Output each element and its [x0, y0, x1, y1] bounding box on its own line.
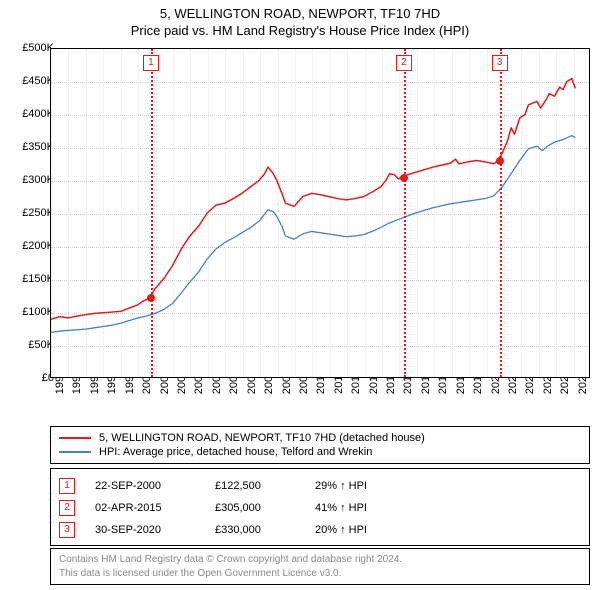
sale-price: £122,500 — [215, 480, 295, 492]
legend-item: 5, WELLINGTON ROAD, NEWPORT, TF10 7HD (d… — [59, 431, 581, 445]
sale-date: 22-SEP-2000 — [95, 480, 195, 492]
legend-item: HPI: Average price, detached house, Telf… — [59, 445, 581, 459]
sale-date: 02-APR-2015 — [95, 502, 195, 514]
sale-marker-icon: 1 — [59, 478, 75, 494]
table-row: 1 22-SEP-2000 £122,500 29% ↑ HPI — [59, 475, 581, 497]
chart-title-line1: 5, WELLINGTON ROAD, NEWPORT, TF10 7HD — [0, 0, 600, 21]
sale-price: £330,000 — [215, 524, 295, 536]
sales-table: 1 22-SEP-2000 £122,500 29% ↑ HPI 2 02-AP… — [50, 468, 590, 546]
legend-swatch — [59, 437, 91, 439]
sale-marker-box: 2 — [396, 55, 412, 71]
line-series-svg — [51, 49, 589, 377]
table-row: 2 02-APR-2015 £305,000 41% ↑ HPI — [59, 497, 581, 519]
footer-line2: This data is licensed under the Open Gov… — [59, 567, 581, 581]
legend-swatch — [59, 451, 91, 453]
sale-date: 30-SEP-2020 — [95, 524, 195, 536]
sale-pct-vs-hpi: 41% ↑ HPI — [315, 502, 367, 514]
sale-marker-icon: 3 — [59, 522, 75, 538]
sale-price: £305,000 — [215, 502, 295, 514]
chart-legend: 5, WELLINGTON ROAD, NEWPORT, TF10 7HD (d… — [50, 426, 590, 464]
sale-pct-vs-hpi: 29% ↑ HPI — [315, 480, 367, 492]
footer-line1: Contains HM Land Registry data © Crown c… — [59, 553, 581, 567]
sale-marker-box: 1 — [143, 55, 159, 71]
chart-title-line2: Price paid vs. HM Land Registry's House … — [0, 21, 600, 38]
attribution-footer: Contains HM Land Registry data © Crown c… — [50, 548, 590, 585]
legend-label: 5, WELLINGTON ROAD, NEWPORT, TF10 7HD (d… — [99, 432, 425, 444]
sale-marker-box: 3 — [492, 55, 508, 71]
sale-pct-vs-hpi: 20% ↑ HPI — [315, 524, 367, 536]
legend-label: HPI: Average price, detached house, Telf… — [99, 446, 372, 458]
plot-area: 1 2 3 — [50, 48, 590, 378]
table-row: 3 30-SEP-2020 £330,000 20% ↑ HPI — [59, 519, 581, 541]
chart-container: 5, WELLINGTON ROAD, NEWPORT, TF10 7HD Pr… — [0, 0, 600, 590]
sale-marker-icon: 2 — [59, 500, 75, 516]
